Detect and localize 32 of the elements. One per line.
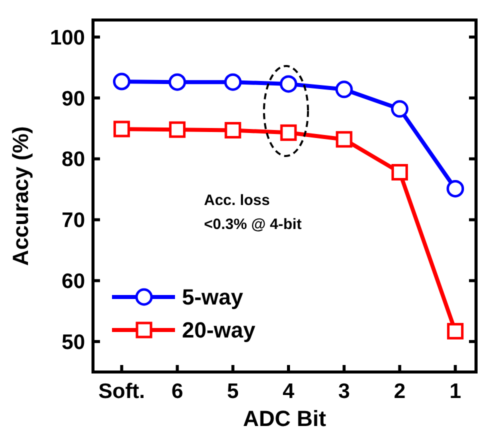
x-tick-label: 2: [394, 380, 406, 403]
point: [224, 73, 242, 91]
y-tick-label: 50: [62, 330, 85, 354]
point: [112, 72, 130, 90]
point: [113, 120, 130, 138]
y-tick-label: 70: [62, 209, 85, 232]
annotation: Acc. loss <0.3% @ 4-bit: [204, 192, 302, 233]
x-tick-label: 1: [449, 380, 462, 403]
x-tick-label: 4: [282, 380, 295, 403]
point: [168, 73, 186, 91]
x-tick-label: 6: [171, 380, 184, 403]
x-axis-title: ADC Bit: [242, 406, 327, 431]
point: [336, 131, 352, 148]
point: [335, 80, 353, 98]
point: [447, 322, 464, 340]
y-tick-label: 90: [62, 87, 85, 110]
point: [280, 124, 297, 141]
point: [224, 122, 242, 138]
point: [169, 121, 186, 138]
x-tick-label: 3: [338, 380, 350, 403]
y-tick-label: 100: [50, 26, 85, 50]
y-tick-label: 60: [62, 270, 85, 293]
y-tick-label: 80: [62, 148, 85, 172]
point: [391, 164, 408, 180]
legend-label: 20-way: [182, 318, 256, 343]
legend-label: 5-way: [182, 284, 244, 310]
point: [446, 180, 464, 198]
x-tick-label: Soft.: [98, 380, 146, 403]
y-axis-title: Accuracy (%): [8, 126, 33, 266]
x-tick-label: 5: [227, 380, 240, 403]
point: [280, 75, 298, 93]
point: [390, 100, 408, 118]
